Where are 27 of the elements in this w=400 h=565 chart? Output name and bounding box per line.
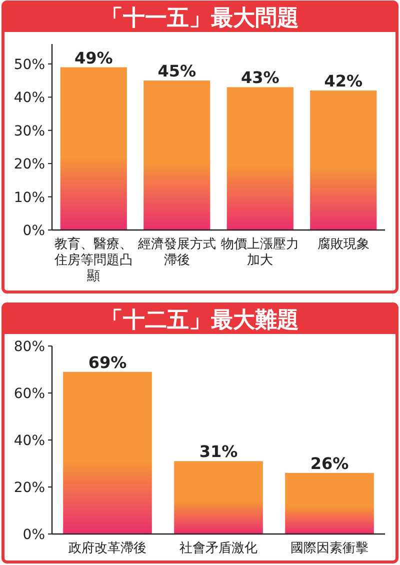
data-label: 49% bbox=[74, 48, 113, 68]
chart-title: 「十二五」最大難題 bbox=[101, 308, 299, 333]
y-tick-label: 0% bbox=[22, 527, 45, 543]
x-tick-label: 國際因素衝擊 bbox=[290, 541, 368, 556]
y-tick-label: 40% bbox=[14, 433, 45, 449]
x-tick-label: 社會矛盾激化 bbox=[180, 541, 258, 556]
data-label: 43% bbox=[240, 68, 280, 88]
y-tick-label: 20% bbox=[14, 156, 45, 173]
y-tick-label: 20% bbox=[14, 480, 45, 496]
y-tick-label: 80% bbox=[14, 339, 45, 355]
y-tick-label: 30% bbox=[14, 123, 45, 140]
x-tick-label: 經濟發展方式滯後 bbox=[136, 236, 216, 268]
y-tick-label: 40% bbox=[14, 90, 45, 106]
data-label: 31% bbox=[199, 442, 238, 462]
data-label: 45% bbox=[158, 62, 196, 81]
y-tick-label: 0% bbox=[22, 223, 45, 239]
y-tick-label: 50% bbox=[14, 56, 45, 73]
y-tick-label: 10% bbox=[14, 190, 45, 206]
data-label: 42% bbox=[324, 72, 363, 90]
x-tick-label: 腐敗現象 bbox=[317, 237, 370, 252]
x-tick-label: 政府改革滯後 bbox=[68, 540, 146, 556]
data-label: 26% bbox=[310, 454, 349, 473]
data-label: 69% bbox=[88, 352, 127, 372]
y-tick-label: 60% bbox=[14, 386, 45, 402]
x-tick-label: 教育、醫療、住房等問題凸顯 bbox=[54, 236, 133, 284]
chart-title: 「十一五」最大問題 bbox=[101, 6, 299, 31]
x-tick-label: 物價上漲壓力加大 bbox=[221, 237, 300, 268]
